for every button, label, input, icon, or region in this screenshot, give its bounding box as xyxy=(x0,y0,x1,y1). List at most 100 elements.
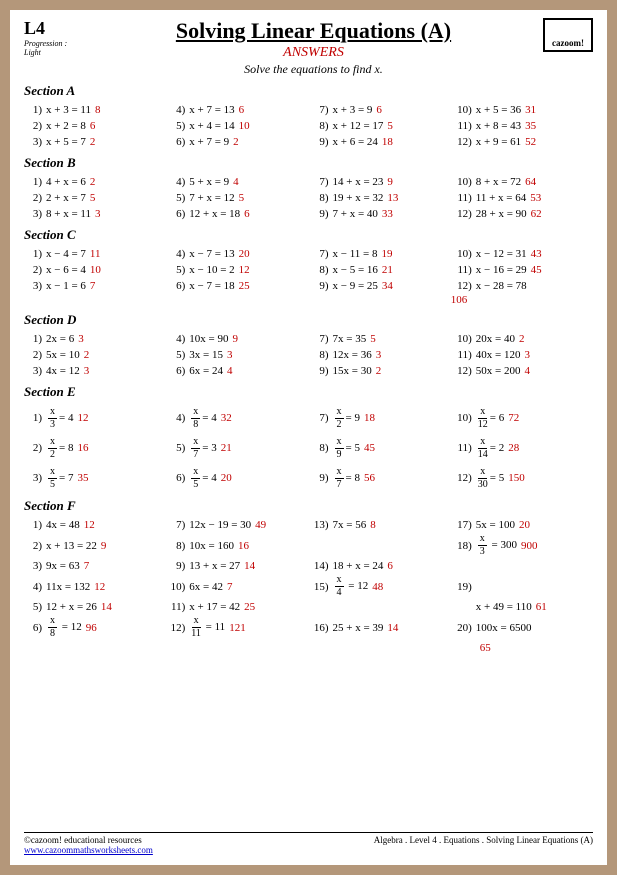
section-b: Section B 1)4 + x = 624)5 + x = 947)14 +… xyxy=(24,155,593,221)
question-item: 9)13 + x = 2714 xyxy=(167,559,306,573)
instruction: Solve the equations to find x. xyxy=(84,62,543,77)
footer-left: ©cazoom! educational resources www.cazoo… xyxy=(24,835,153,855)
question-item: 6)x8 = 1296 xyxy=(24,616,163,639)
question-item: 1)x3 = 412 xyxy=(24,404,163,432)
section-heading: Section F xyxy=(24,498,593,514)
question-item: 6)x + 7 = 92 xyxy=(167,135,306,149)
question-item: 7)7x = 355 xyxy=(311,332,450,346)
question-item: 9)x + 6 = 2418 xyxy=(311,135,450,149)
question-item xyxy=(311,600,450,614)
question-item: 1)x − 4 = 711 xyxy=(24,247,163,261)
question-item: 19) xyxy=(454,575,593,598)
question-item: 6)12 + x = 186 xyxy=(167,207,306,221)
question-item: 12)x30 = 5150 xyxy=(454,464,593,492)
question-item: 4)10x = 909 xyxy=(167,332,306,346)
question-item: 12)x + 9 = 6152 xyxy=(454,135,593,149)
level-block: L4 Progression : Light xyxy=(24,18,84,57)
question-item: 2)x − 6 = 410 xyxy=(24,263,163,277)
question-item xyxy=(454,559,593,573)
question-item: 4)x + 7 = 136 xyxy=(167,103,306,117)
question-item: 5)3x = 153 xyxy=(167,348,306,362)
question-item: 18)x3 = 300900 xyxy=(454,534,593,557)
question-item: 11)x − 16 = 2945 xyxy=(454,263,593,277)
question-item: 7)x + 3 = 96 xyxy=(311,103,450,117)
question-item: 11)x14 = 228 xyxy=(454,434,593,462)
section-e: Section E 1)x3 = 4124)x8 = 4327)x2 = 918… xyxy=(24,384,593,492)
question-item: 8)x + 12 = 175 xyxy=(311,119,450,133)
question-item: 7)14 + x = 239 xyxy=(311,175,450,189)
question-item: 3)x − 1 = 67 xyxy=(24,279,163,293)
question-item: 12)x11 = 11121 xyxy=(167,616,306,639)
question-item: 8)x − 5 = 1621 xyxy=(311,263,450,277)
section-heading: Section D xyxy=(24,312,593,328)
copyright: ©cazoom! educational resources xyxy=(24,835,153,845)
question-item: 10)8 + x = 7264 xyxy=(454,175,593,189)
question-item: 10)6x = 427 xyxy=(167,575,306,598)
section-heading: Section B xyxy=(24,155,593,171)
question-item: x + 49 = 11061 xyxy=(454,600,593,614)
question-item: 8)19 + x = 3213 xyxy=(311,191,450,205)
question-item: 2)2 + x = 75 xyxy=(24,191,163,205)
question-item: 8)x9 = 545 xyxy=(311,434,450,462)
question-item: 2)x2 = 816 xyxy=(24,434,163,462)
question-item: 12)50x = 2004 xyxy=(454,364,593,378)
progression-label: Progression : Light xyxy=(24,39,84,57)
section-f: Section F 1)4x = 4812 7)12x − 19 = 3049 13… xyxy=(24,498,593,655)
question-item: 9)x7 = 856 xyxy=(311,464,450,492)
section-heading: Section A xyxy=(24,83,593,99)
question-item: 1)2x = 63 xyxy=(24,332,163,346)
question-item: 9)15x = 302 xyxy=(311,364,450,378)
title-block: Solving Linear Equations (A) ANSWERS Sol… xyxy=(84,18,543,77)
question-item: 10)x12 = 672 xyxy=(454,404,593,432)
question-item: 9)x − 9 = 2534 xyxy=(311,279,450,293)
section-heading: Section C xyxy=(24,227,593,243)
question-item xyxy=(311,641,450,655)
question-item: 3)4x = 123 xyxy=(24,364,163,378)
worksheet-page: L4 Progression : Light Solving Linear Eq… xyxy=(10,10,607,865)
question-item: 10)x + 5 = 3631 xyxy=(454,103,593,117)
question-item: 1)4 + x = 62 xyxy=(24,175,163,189)
header: L4 Progression : Light Solving Linear Eq… xyxy=(24,18,593,77)
page-title: Solving Linear Equations (A) xyxy=(84,18,543,44)
footer-breadcrumb: Algebra . Level 4 . Equations . Solving … xyxy=(374,835,593,855)
question-item: 8)12x = 363 xyxy=(311,348,450,362)
question-item: 65 xyxy=(454,641,593,655)
question-item: 6)x5 = 420 xyxy=(167,464,306,492)
question-item: 4)11x = 13212 xyxy=(24,575,163,598)
question-item: 12)28 + x = 9062 xyxy=(454,207,593,221)
level-code: L4 xyxy=(24,18,84,39)
overflow-answer: 106 xyxy=(451,294,593,306)
question-item: 1)4x = 4812 xyxy=(24,518,163,532)
question-item: 6)x − 7 = 1825 xyxy=(167,279,306,293)
section-c: Section C 1)x − 4 = 711 4)x − 7 = 1320 7)x… xyxy=(24,227,593,306)
question-item: 3)8 + x = 113 xyxy=(24,207,163,221)
question-item: 11)11 + x = 6453 xyxy=(454,191,593,205)
question-item: 3)x5 = 735 xyxy=(24,464,163,492)
question-item: 7)12x − 19 = 3049 xyxy=(167,518,306,532)
question-item xyxy=(311,534,450,557)
question-item: 7)x2 = 918 xyxy=(311,404,450,432)
question-item: 7)x − 11 = 819 xyxy=(311,247,450,261)
question-item: 2)x + 2 = 86 xyxy=(24,119,163,133)
question-item: 9)7 + x = 4033 xyxy=(311,207,450,221)
question-item: 8)10x = 16016 xyxy=(167,534,306,557)
section-heading: Section E xyxy=(24,384,593,400)
question-item: 13)7x = 568 xyxy=(311,518,450,532)
question-item: 5)x7 = 321 xyxy=(167,434,306,462)
question-item: 1)x + 3 = 118 xyxy=(24,103,163,117)
question-item: 5)x + 4 = 1410 xyxy=(167,119,306,133)
section-a: Section A 1)x + 3 = 118 4)x + 7 = 136 7)x … xyxy=(24,83,593,149)
question-item: 6)6x = 244 xyxy=(167,364,306,378)
question-item: 16)25 + x = 3914 xyxy=(311,616,450,639)
question-item: 5)x − 10 = 212 xyxy=(167,263,306,277)
question-item: 4)x − 7 = 1320 xyxy=(167,247,306,261)
question-item: 10)20x = 402 xyxy=(454,332,593,346)
question-item: 15)x4 = 1248 xyxy=(311,575,450,598)
question-item: 11)x + 17 = 4225 xyxy=(167,600,306,614)
question-item: 3)x + 5 = 72 xyxy=(24,135,163,149)
question-item: 10)x − 12 = 3143 xyxy=(454,247,593,261)
question-item: 20)100x = 6500 xyxy=(454,616,593,639)
question-item: 4)x8 = 432 xyxy=(167,404,306,432)
question-item: 11)40x = 1203 xyxy=(454,348,593,362)
question-item: 14)18 + x = 246 xyxy=(311,559,450,573)
